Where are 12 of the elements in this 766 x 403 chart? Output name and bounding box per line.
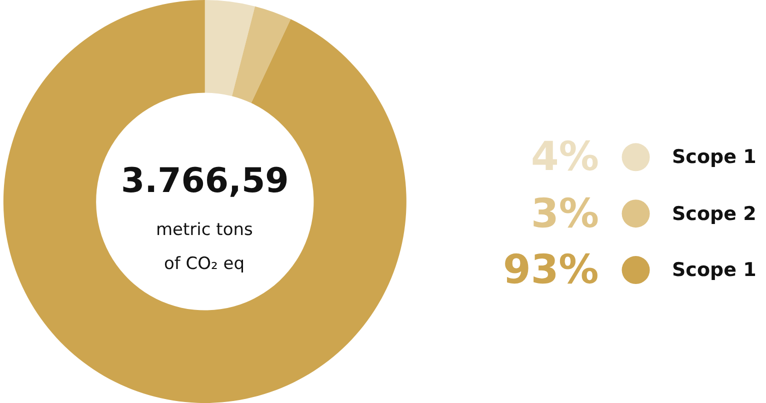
donut-slice bbox=[204, 0, 256, 96]
text: 3.766,59 bbox=[121, 161, 289, 201]
data-label: 3% bbox=[531, 191, 599, 237]
data-label: 4% bbox=[531, 134, 599, 180]
text: of CO₂ eq bbox=[164, 254, 245, 274]
donut-slice bbox=[3, 0, 406, 403]
legend-label: Scope 1 bbox=[672, 146, 756, 168]
data-label: 93% bbox=[503, 247, 599, 293]
donut-slice bbox=[232, 6, 291, 104]
legend-label: Scope 2 bbox=[672, 203, 756, 225]
legend-label: Scope 1 bbox=[672, 259, 756, 281]
text: metric tons bbox=[156, 220, 253, 240]
